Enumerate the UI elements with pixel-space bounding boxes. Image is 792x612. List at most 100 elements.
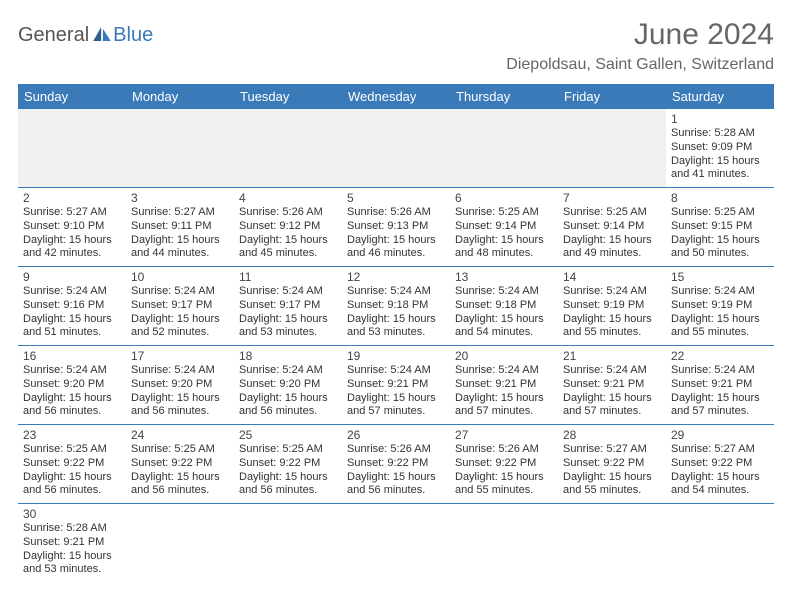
day-info: Sunrise: 5:27 AMSunset: 9:11 PMDaylight:… — [131, 206, 229, 261]
day-info: Sunrise: 5:25 AMSunset: 9:22 PMDaylight:… — [131, 443, 229, 498]
day-number: 27 — [455, 428, 553, 442]
day-number: 20 — [455, 349, 553, 363]
day-info: Sunrise: 5:24 AMSunset: 9:17 PMDaylight:… — [131, 285, 229, 340]
day-number: 23 — [23, 428, 121, 442]
day-number: 16 — [23, 349, 121, 363]
calendar-cell: 12Sunrise: 5:24 AMSunset: 9:18 PMDayligh… — [342, 267, 450, 346]
day-info: Sunrise: 5:26 AMSunset: 9:22 PMDaylight:… — [455, 443, 553, 498]
day-number: 6 — [455, 191, 553, 205]
day-info: Sunrise: 5:24 AMSunset: 9:20 PMDaylight:… — [239, 364, 337, 419]
weekday-header: Tuesday — [234, 84, 342, 109]
day-number: 13 — [455, 270, 553, 284]
calendar-cell: 11Sunrise: 5:24 AMSunset: 9:17 PMDayligh… — [234, 267, 342, 346]
calendar-cell — [234, 109, 342, 188]
day-info: Sunrise: 5:24 AMSunset: 9:18 PMDaylight:… — [455, 285, 553, 340]
calendar-row: 16Sunrise: 5:24 AMSunset: 9:20 PMDayligh… — [18, 346, 774, 425]
day-info: Sunrise: 5:24 AMSunset: 9:20 PMDaylight:… — [23, 364, 121, 419]
day-number: 7 — [563, 191, 661, 205]
day-number: 25 — [239, 428, 337, 442]
day-number: 24 — [131, 428, 229, 442]
weekday-header: Saturday — [666, 84, 774, 109]
calendar-cell: 24Sunrise: 5:25 AMSunset: 9:22 PMDayligh… — [126, 425, 234, 504]
calendar-cell: 19Sunrise: 5:24 AMSunset: 9:21 PMDayligh… — [342, 346, 450, 425]
calendar-cell: 6Sunrise: 5:25 AMSunset: 9:14 PMDaylight… — [450, 188, 558, 267]
calendar-cell: 23Sunrise: 5:25 AMSunset: 9:22 PMDayligh… — [18, 425, 126, 504]
weekday-header: Sunday — [18, 84, 126, 109]
day-number: 26 — [347, 428, 445, 442]
day-info: Sunrise: 5:26 AMSunset: 9:12 PMDaylight:… — [239, 206, 337, 261]
calendar-cell — [666, 504, 774, 583]
calendar-cell — [450, 504, 558, 583]
calendar-cell — [558, 109, 666, 188]
calendar-cell — [342, 504, 450, 583]
calendar-cell: 9Sunrise: 5:24 AMSunset: 9:16 PMDaylight… — [18, 267, 126, 346]
day-number: 21 — [563, 349, 661, 363]
calendar-cell: 5Sunrise: 5:26 AMSunset: 9:13 PMDaylight… — [342, 188, 450, 267]
calendar-row: 9Sunrise: 5:24 AMSunset: 9:16 PMDaylight… — [18, 267, 774, 346]
day-info: Sunrise: 5:24 AMSunset: 9:21 PMDaylight:… — [455, 364, 553, 419]
day-number: 9 — [23, 270, 121, 284]
calendar-row: 2Sunrise: 5:27 AMSunset: 9:10 PMDaylight… — [18, 188, 774, 267]
day-number: 10 — [131, 270, 229, 284]
day-info: Sunrise: 5:28 AMSunset: 9:09 PMDaylight:… — [671, 127, 769, 182]
weekday-header-row: Sunday Monday Tuesday Wednesday Thursday… — [18, 84, 774, 109]
day-info: Sunrise: 5:25 AMSunset: 9:14 PMDaylight:… — [563, 206, 661, 261]
calendar-cell: 30Sunrise: 5:28 AMSunset: 9:21 PMDayligh… — [18, 504, 126, 583]
weekday-header: Wednesday — [342, 84, 450, 109]
day-number: 15 — [671, 270, 769, 284]
day-info: Sunrise: 5:28 AMSunset: 9:21 PMDaylight:… — [23, 522, 121, 577]
location: Diepoldsau, Saint Gallen, Switzerland — [506, 56, 774, 74]
calendar-cell: 7Sunrise: 5:25 AMSunset: 9:14 PMDaylight… — [558, 188, 666, 267]
logo: General Blue — [18, 18, 153, 47]
day-info: Sunrise: 5:24 AMSunset: 9:21 PMDaylight:… — [671, 364, 769, 419]
calendar-cell: 1Sunrise: 5:28 AMSunset: 9:09 PMDaylight… — [666, 109, 774, 188]
month-title: June 2024 — [506, 18, 774, 52]
header: General Blue June 2024 Diepoldsau, Saint… — [18, 18, 774, 74]
day-number: 8 — [671, 191, 769, 205]
day-info: Sunrise: 5:25 AMSunset: 9:22 PMDaylight:… — [23, 443, 121, 498]
calendar-row: 23Sunrise: 5:25 AMSunset: 9:22 PMDayligh… — [18, 425, 774, 504]
calendar-table: Sunday Monday Tuesday Wednesday Thursday… — [18, 84, 774, 582]
calendar-cell: 17Sunrise: 5:24 AMSunset: 9:20 PMDayligh… — [126, 346, 234, 425]
day-number: 29 — [671, 428, 769, 442]
day-info: Sunrise: 5:25 AMSunset: 9:14 PMDaylight:… — [455, 206, 553, 261]
day-number: 12 — [347, 270, 445, 284]
calendar-cell — [558, 504, 666, 583]
day-number: 2 — [23, 191, 121, 205]
day-number: 18 — [239, 349, 337, 363]
day-number: 11 — [239, 270, 337, 284]
day-info: Sunrise: 5:24 AMSunset: 9:16 PMDaylight:… — [23, 285, 121, 340]
calendar-cell: 4Sunrise: 5:26 AMSunset: 9:12 PMDaylight… — [234, 188, 342, 267]
calendar-cell: 25Sunrise: 5:25 AMSunset: 9:22 PMDayligh… — [234, 425, 342, 504]
day-info: Sunrise: 5:25 AMSunset: 9:15 PMDaylight:… — [671, 206, 769, 261]
calendar-cell: 3Sunrise: 5:27 AMSunset: 9:11 PMDaylight… — [126, 188, 234, 267]
day-info: Sunrise: 5:24 AMSunset: 9:19 PMDaylight:… — [671, 285, 769, 340]
calendar-cell: 2Sunrise: 5:27 AMSunset: 9:10 PMDaylight… — [18, 188, 126, 267]
day-info: Sunrise: 5:24 AMSunset: 9:17 PMDaylight:… — [239, 285, 337, 340]
calendar-cell: 8Sunrise: 5:25 AMSunset: 9:15 PMDaylight… — [666, 188, 774, 267]
day-info: Sunrise: 5:26 AMSunset: 9:13 PMDaylight:… — [347, 206, 445, 261]
day-number: 4 — [239, 191, 337, 205]
logo-text-blue: Blue — [113, 24, 153, 47]
weekday-header: Thursday — [450, 84, 558, 109]
day-number: 30 — [23, 507, 121, 521]
day-info: Sunrise: 5:27 AMSunset: 9:10 PMDaylight:… — [23, 206, 121, 261]
weekday-header: Friday — [558, 84, 666, 109]
calendar-cell: 27Sunrise: 5:26 AMSunset: 9:22 PMDayligh… — [450, 425, 558, 504]
logo-sail-icon — [93, 27, 111, 41]
calendar-cell: 13Sunrise: 5:24 AMSunset: 9:18 PMDayligh… — [450, 267, 558, 346]
day-info: Sunrise: 5:24 AMSunset: 9:20 PMDaylight:… — [131, 364, 229, 419]
calendar-cell: 14Sunrise: 5:24 AMSunset: 9:19 PMDayligh… — [558, 267, 666, 346]
calendar-row: 30Sunrise: 5:28 AMSunset: 9:21 PMDayligh… — [18, 504, 774, 583]
day-number: 5 — [347, 191, 445, 205]
calendar-cell: 26Sunrise: 5:26 AMSunset: 9:22 PMDayligh… — [342, 425, 450, 504]
day-info: Sunrise: 5:24 AMSunset: 9:19 PMDaylight:… — [563, 285, 661, 340]
weekday-header: Monday — [126, 84, 234, 109]
day-info: Sunrise: 5:24 AMSunset: 9:21 PMDaylight:… — [563, 364, 661, 419]
day-number: 14 — [563, 270, 661, 284]
calendar-cell — [126, 109, 234, 188]
day-number: 28 — [563, 428, 661, 442]
calendar-cell: 18Sunrise: 5:24 AMSunset: 9:20 PMDayligh… — [234, 346, 342, 425]
day-number: 22 — [671, 349, 769, 363]
day-info: Sunrise: 5:27 AMSunset: 9:22 PMDaylight:… — [563, 443, 661, 498]
